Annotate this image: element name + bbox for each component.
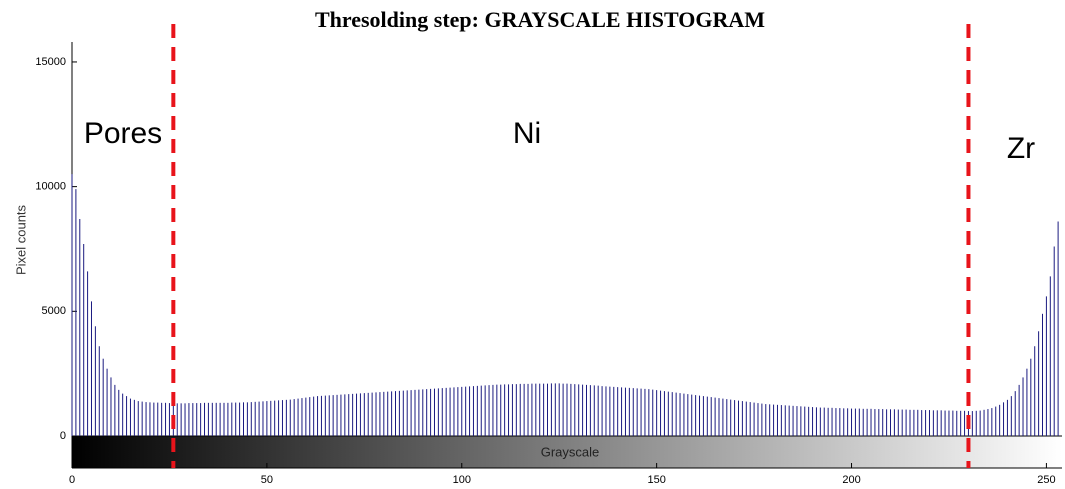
annotation: Ni: [513, 117, 541, 150]
annotation: Zr: [1007, 132, 1035, 165]
colorbar-label: Grayscale: [541, 444, 600, 459]
y-tick-label: 15000: [35, 56, 66, 68]
x-tick-label: 150: [647, 474, 665, 486]
y-tick-label: 5000: [42, 305, 66, 317]
y-axis-label: Pixel counts: [13, 204, 28, 275]
chart-title: Thresolding step: GRAYSCALE HISTOGRAM: [315, 7, 765, 32]
x-tick-label: 50: [261, 474, 273, 486]
y-tick-label: 0: [60, 430, 66, 442]
colorbar: [72, 436, 1062, 468]
x-tick-label: 0: [69, 474, 75, 486]
x-tick-label: 200: [842, 474, 860, 486]
y-tick-label: 10000: [35, 181, 66, 193]
x-tick-label: 250: [1037, 474, 1055, 486]
annotation: Pores: [84, 117, 162, 150]
x-tick-label: 100: [453, 474, 471, 486]
